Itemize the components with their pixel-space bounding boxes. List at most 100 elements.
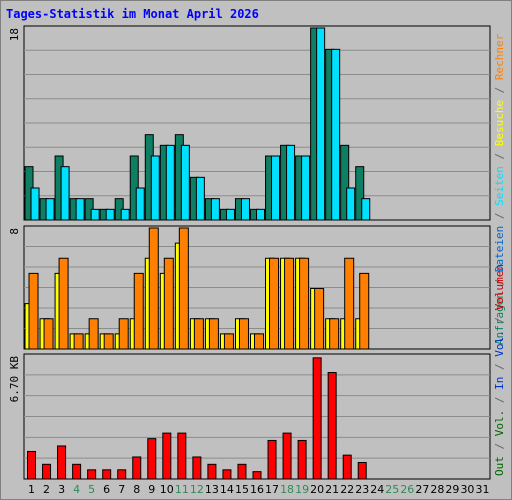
bar-volumen-day-21 [327, 372, 337, 480]
bar-volumen-day-6 [102, 469, 112, 480]
right-legend-request-types-item: / [493, 153, 506, 166]
bar-rechner-day-6 [103, 333, 114, 350]
bar-rechner-day-19 [299, 257, 310, 350]
x-tick-label-day-17: 17 [265, 483, 279, 496]
x-tick-label-day-21: 21 [325, 483, 339, 496]
x-tick-label-day-1: 1 [28, 483, 35, 496]
bar-volumen-day-1 [27, 450, 37, 480]
bar-seiten-day-18 [286, 144, 296, 221]
bar-volumen-day-10 [162, 432, 172, 480]
bar-volumen-day-14 [222, 469, 232, 480]
x-tick-label-day-13: 13 [205, 483, 219, 496]
x-tick-label-day-3: 3 [58, 483, 65, 496]
x-tick-label-day-5: 5 [88, 483, 95, 496]
bar-anfragen-day-22 [340, 144, 350, 221]
bar-rechner-day-23 [359, 272, 370, 350]
bar-volumen-day-5 [87, 469, 97, 480]
bar-volumen-day-22 [342, 454, 352, 480]
bar-seiten-day-4 [75, 198, 85, 221]
x-tick-label-day-7: 7 [118, 483, 125, 496]
x-tick-label-day-27: 27 [415, 483, 429, 496]
x-tick-label-day-10: 10 [160, 483, 174, 496]
bar-seiten-day-12 [195, 176, 205, 221]
right-legend-request-types-item: Dateien [493, 226, 506, 279]
bar-seiten-day-21 [331, 48, 341, 221]
bar-seiten-day-9 [150, 155, 160, 221]
bar-seiten-day-7 [120, 208, 130, 221]
right-legend-request-types-item: Anfragen [493, 292, 506, 345]
bar-seiten-day-13 [210, 198, 220, 221]
bar-rechner-day-12 [193, 318, 204, 350]
bar-anfragen-day-23 [355, 166, 365, 221]
bar-rechner-day-16 [254, 333, 264, 350]
x-tick-label-day-4: 4 [73, 483, 80, 496]
x-tick-label-day-30: 30 [460, 483, 474, 496]
bar-volumen-day-8 [132, 456, 142, 480]
y-max-label-middle: 8 [8, 228, 21, 235]
bar-seiten-day-15 [240, 198, 250, 221]
bar-rechner-day-13 [208, 318, 219, 350]
bar-seiten-day-1 [30, 187, 40, 221]
bar-rechner-day-10 [163, 257, 174, 350]
bar-seiten-day-19 [301, 155, 311, 221]
right-legend-volume-types-item: / [493, 443, 506, 456]
x-tick-label-day-20: 20 [310, 483, 324, 496]
bar-volumen-day-20 [312, 357, 322, 480]
right-legend-volume-types-item: Volumen [493, 264, 506, 317]
bar-seiten-day-17 [271, 155, 281, 221]
bar-seiten-day-6 [105, 208, 115, 221]
bar-volumen-day-11 [177, 432, 187, 480]
right-legend-volume-types-item: Vol. [493, 330, 506, 363]
bar-rechner-day-1 [28, 272, 39, 350]
right-legend-request-types-item: Besuche [493, 100, 506, 153]
x-tick-label-day-14: 14 [220, 483, 234, 496]
bar-rechner-day-20 [314, 288, 325, 350]
chart-title: Tages-Statistik im Monat April 2026 [6, 7, 259, 21]
bar-rechner-day-4 [73, 333, 84, 350]
bar-rechner-day-14 [223, 333, 234, 350]
bar-seiten-day-10 [165, 144, 175, 221]
x-tick-label-day-15: 15 [235, 483, 249, 496]
right-legend-request-types-item: / [493, 279, 506, 292]
bar-rechner-day-9 [148, 227, 159, 350]
bar-seiten-day-23 [361, 198, 371, 221]
right-legend-volume-types-item: / [493, 363, 506, 376]
x-tick-label-day-16: 16 [250, 483, 264, 496]
bar-seiten-day-14 [225, 208, 235, 221]
bar-volumen-day-3 [57, 445, 67, 480]
bar-volumen-day-12 [192, 456, 202, 480]
bar-seiten-day-11 [180, 144, 190, 221]
right-legend-volume-types: Out / Vol. / In / Vol. / Volumen [493, 264, 506, 476]
bar-rechner-day-8 [133, 272, 144, 350]
right-legend-request-types-item: Seiten [493, 166, 506, 212]
bar-seiten-day-8 [135, 187, 145, 221]
right-legend-request-types-item: / [493, 87, 506, 100]
bar-volumen-day-16 [252, 471, 262, 480]
bar-rechner-day-5 [88, 318, 99, 350]
bar-rechner-day-2 [43, 318, 54, 350]
x-tick-label-day-26: 26 [400, 483, 414, 496]
x-tick-label-day-24: 24 [370, 483, 384, 496]
x-tick-label-day-6: 6 [103, 483, 110, 496]
x-tick-label-day-29: 29 [445, 483, 459, 496]
right-legend-request-types-item: Rechner [493, 33, 506, 86]
bar-volumen-day-18 [282, 432, 292, 480]
bar-rechner-day-17 [269, 257, 280, 350]
x-tick-label-day-18: 18 [280, 483, 294, 496]
right-legend-request-types: Anfragen / Dateien / Seiten / Besuche / … [493, 33, 506, 345]
bar-rechner-day-21 [329, 318, 340, 350]
x-tick-label-day-25: 25 [385, 483, 399, 496]
bar-volumen-day-19 [297, 439, 307, 480]
bar-volumen-day-2 [42, 463, 52, 480]
x-tick-label-day-22: 22 [340, 483, 354, 496]
bar-volumen-day-17 [267, 439, 277, 480]
bar-seiten-day-2 [45, 198, 55, 221]
bar-rechner-day-3 [58, 257, 69, 350]
bar-rechner-day-18 [284, 257, 295, 350]
bar-seiten-day-22 [346, 187, 356, 221]
right-legend-request-types-item: / [493, 213, 506, 226]
bar-volumen-day-13 [207, 463, 217, 480]
right-legend-volume-types-item: / [493, 317, 506, 330]
